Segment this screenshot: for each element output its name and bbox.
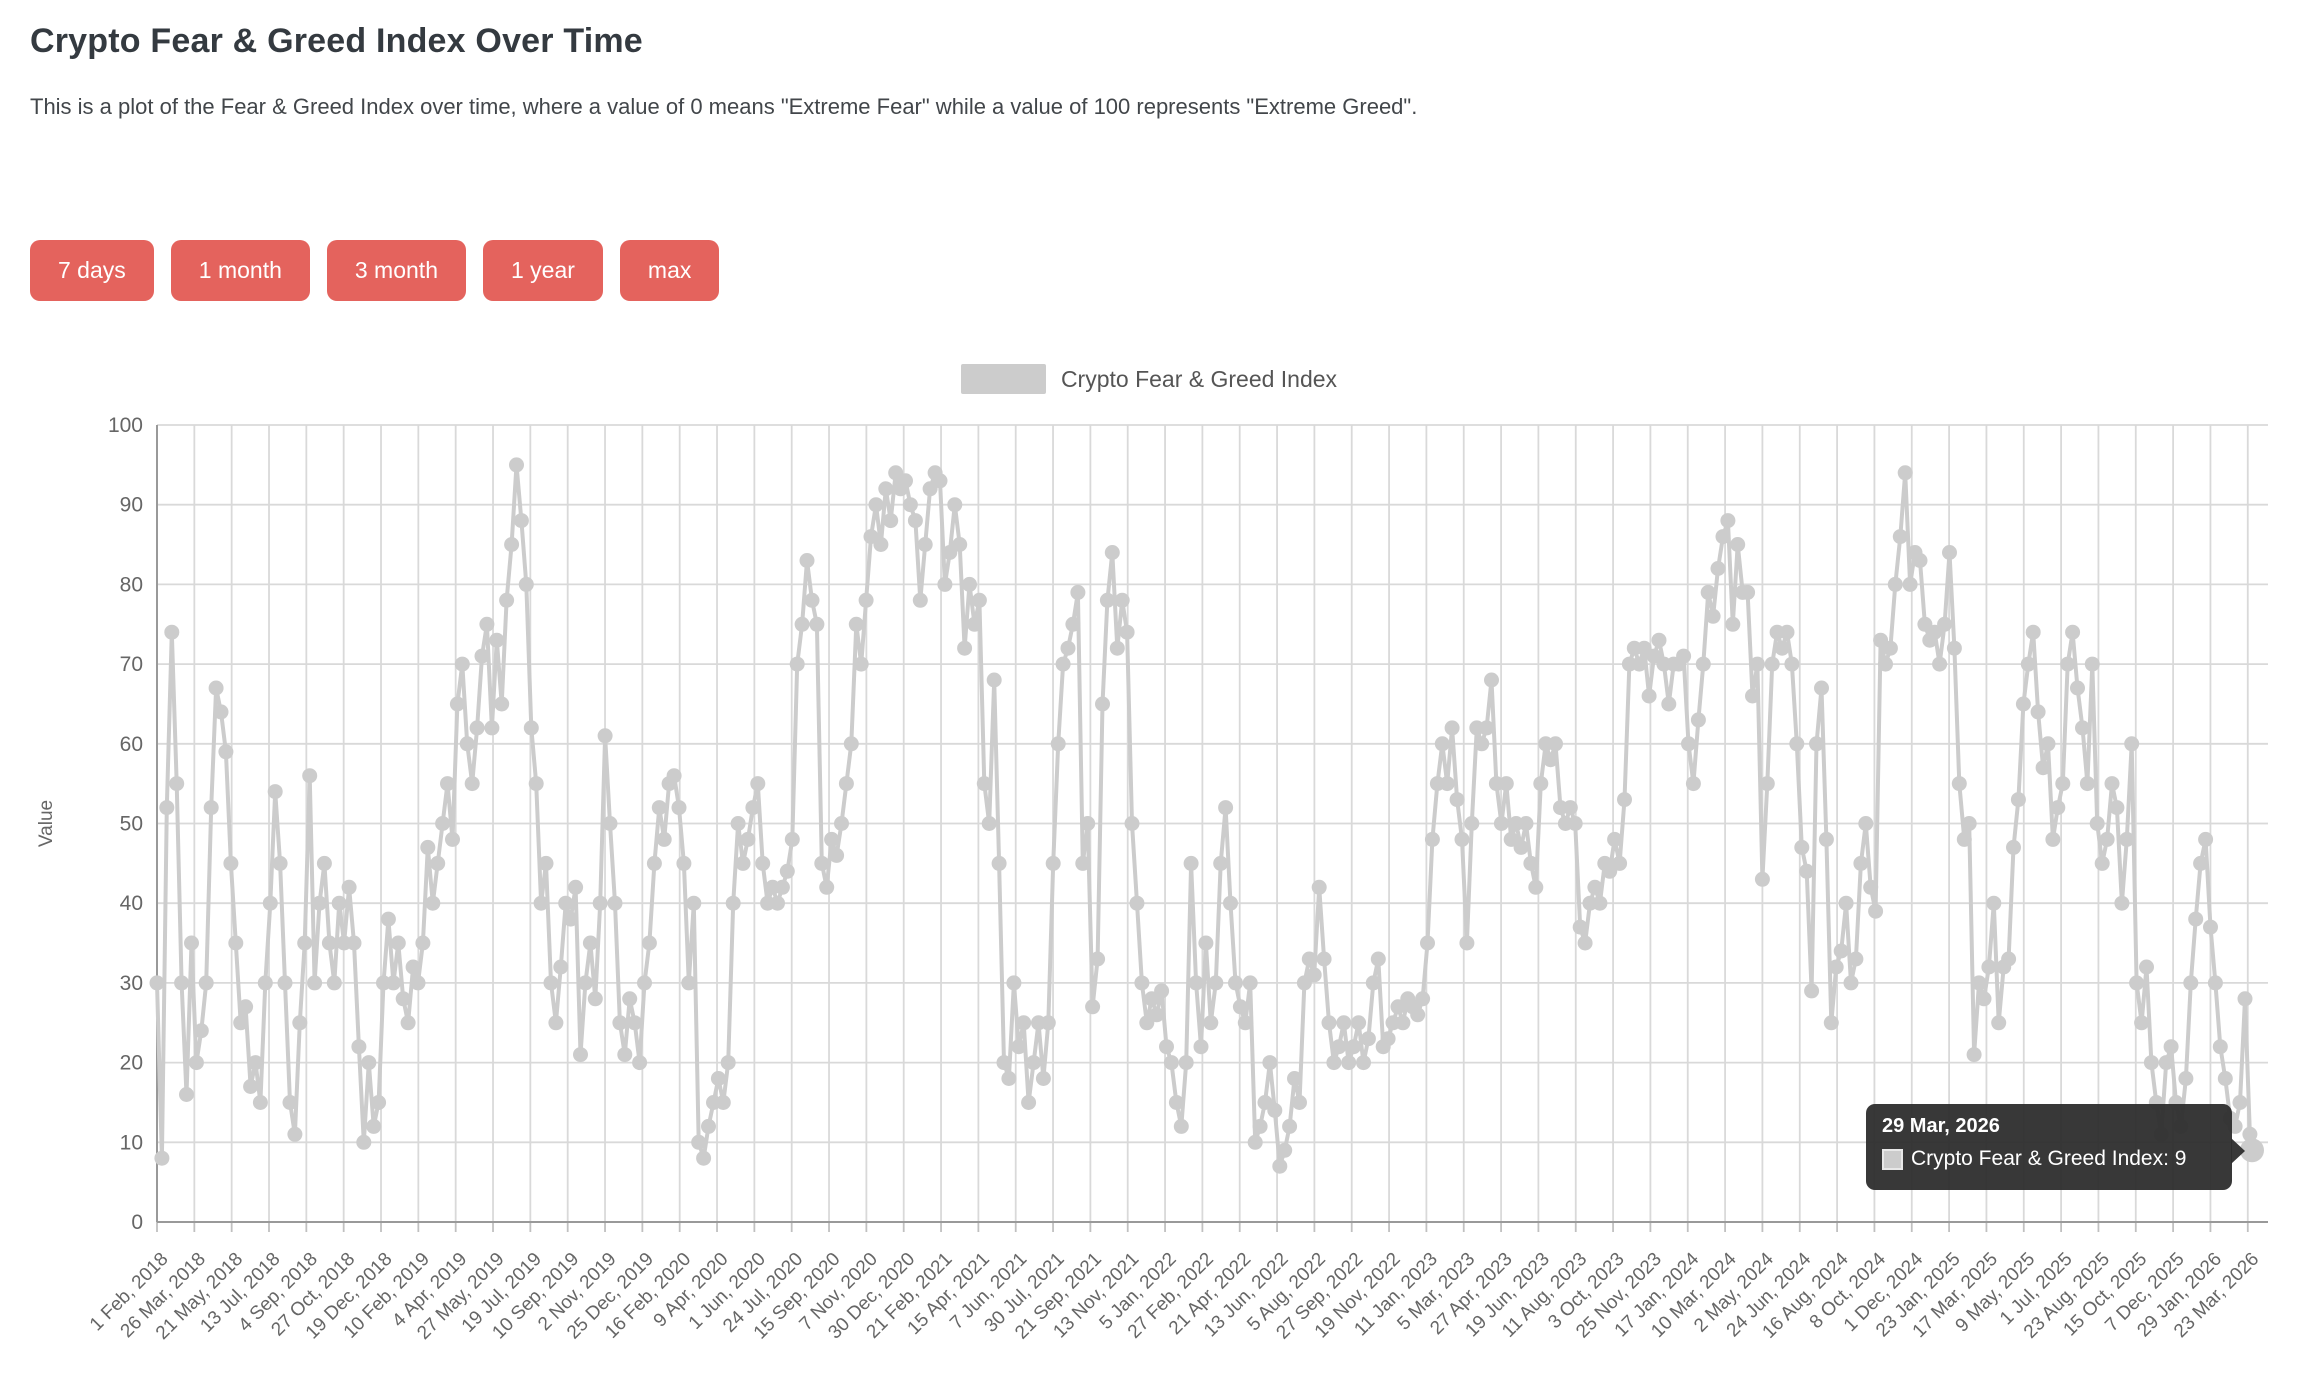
svg-text:90: 90 [120, 494, 143, 517]
svg-text:50: 50 [120, 813, 143, 836]
range-button-max[interactable]: max [619, 240, 720, 301]
svg-text:80: 80 [120, 573, 143, 596]
legend-series-swatch [960, 364, 1046, 394]
legend-series-label: Crypto Fear & Greed Index [1060, 365, 1338, 392]
tooltip-arrow [2231, 1138, 2245, 1164]
range-button-1month[interactable]: 1 month [170, 240, 310, 301]
svg-text:40: 40 [120, 892, 143, 915]
page-description: This is a plot of the Fear & Greed Index… [30, 94, 1418, 119]
svg-text:60: 60 [120, 733, 143, 756]
svg-text:30: 30 [120, 972, 143, 995]
svg-text:20: 20 [120, 1052, 143, 1075]
chart-tooltip: 29 Mar, 2026 Crypto Fear & Greed Index: … [1866, 1104, 2245, 1190]
chart-legend[interactable]: Crypto Fear & Greed Index [0, 364, 2298, 394]
page-title: Crypto Fear & Greed Index Over Time [30, 22, 643, 60]
tooltip-series-value: Crypto Fear & Greed Index: 9 [1911, 1147, 2187, 1170]
tooltip-series-swatch [1882, 1148, 1903, 1170]
svg-text:100: 100 [108, 414, 143, 437]
range-button-7days[interactable]: 7 days [30, 240, 154, 301]
tooltip-date: 29 Mar, 2026 [1882, 1115, 2000, 1137]
range-button-row: 7 days 1 month 3 month 1 year max [30, 240, 720, 301]
range-button-3month[interactable]: 3 month [326, 240, 466, 301]
svg-text:10: 10 [120, 1131, 143, 1154]
svg-text:0: 0 [131, 1211, 143, 1234]
svg-text:70: 70 [120, 653, 143, 676]
range-button-1year[interactable]: 1 year [482, 240, 603, 301]
tooltip-row: Crypto Fear & Greed Index: 9 [1882, 1147, 2216, 1171]
svg-text:Value: Value [36, 800, 57, 847]
chart-container: Crypto Fear & Greed Index 0 10 20 30 40 50 60 7… [0, 340, 2298, 1384]
